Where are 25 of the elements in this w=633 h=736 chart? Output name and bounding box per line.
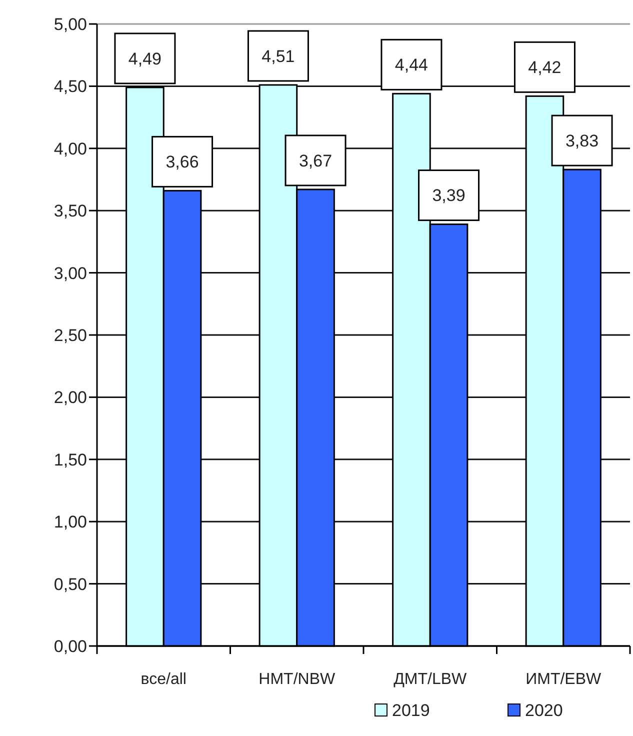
- data-label: 3,67: [298, 151, 332, 170]
- data-label: 4,44: [394, 56, 428, 75]
- y-tick-label: 1,50: [54, 450, 87, 470]
- y-tick-label: 0,50: [54, 574, 87, 594]
- legend-label: 2020: [525, 700, 563, 720]
- y-tick-label: 2,50: [54, 326, 87, 345]
- data-label: 3,66: [166, 152, 199, 172]
- x-tick-label: все/all: [140, 671, 186, 688]
- y-tick-label: 3,00: [54, 264, 87, 283]
- y-tick-label: 3,50: [54, 202, 87, 221]
- x-tick-label: ИМТ/EBW: [526, 671, 602, 688]
- legend-label: 2019: [392, 700, 430, 720]
- y-tick-label: 2,00: [54, 388, 87, 408]
- y-tick-label: 4,00: [54, 139, 87, 158]
- y-tick-label: 1,00: [54, 512, 87, 532]
- x-tick-label: ДМТ/LBW: [394, 671, 468, 688]
- y-tick-label: 0,00: [54, 636, 87, 656]
- data-label: 4,42: [528, 58, 562, 78]
- y-tick-label: 4,50: [54, 77, 87, 96]
- data-label: 3,39: [432, 186, 466, 206]
- data-label: 4,51: [262, 46, 295, 66]
- data-label: 3,83: [565, 132, 599, 150]
- y-tick-label: 5,00: [54, 14, 87, 34]
- data-label: 4,49: [128, 49, 162, 68]
- x-tick-label: НМТ/NBW: [258, 671, 336, 688]
